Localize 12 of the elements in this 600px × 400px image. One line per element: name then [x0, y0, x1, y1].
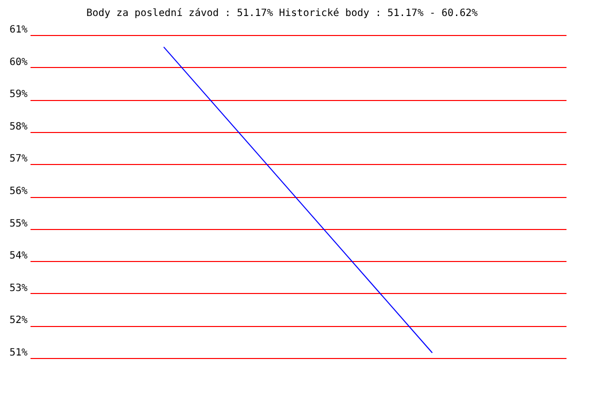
chart-title: Body za poslední závod : 51.17% Historické body : 51.17% - 60.62%: [86, 8, 478, 19]
y-tick-label: 52%: [9, 315, 28, 326]
y-tick-label: 58%: [9, 121, 28, 132]
y-tick-label: 54%: [9, 250, 28, 262]
y-tick-label: 51%: [9, 348, 28, 358]
y-tick-label: 56%: [9, 186, 28, 197]
y-tick-label: 53%: [9, 282, 28, 294]
y-tick-label: 59%: [9, 89, 28, 100]
y-tick-label: 57%: [9, 154, 28, 165]
y-tick-label: 60%: [9, 56, 28, 68]
y-tick-label: 61%: [9, 24, 28, 36]
y-tick-label: 55%: [9, 218, 28, 230]
